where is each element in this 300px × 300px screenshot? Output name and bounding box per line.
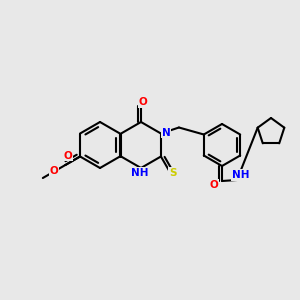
Text: N: N: [161, 128, 170, 137]
Text: NH: NH: [232, 170, 250, 180]
Text: O: O: [139, 97, 147, 107]
Text: O: O: [210, 180, 218, 190]
Text: O: O: [64, 151, 73, 161]
Text: S: S: [169, 168, 177, 178]
Text: NH: NH: [131, 168, 149, 178]
Text: O: O: [50, 167, 58, 176]
